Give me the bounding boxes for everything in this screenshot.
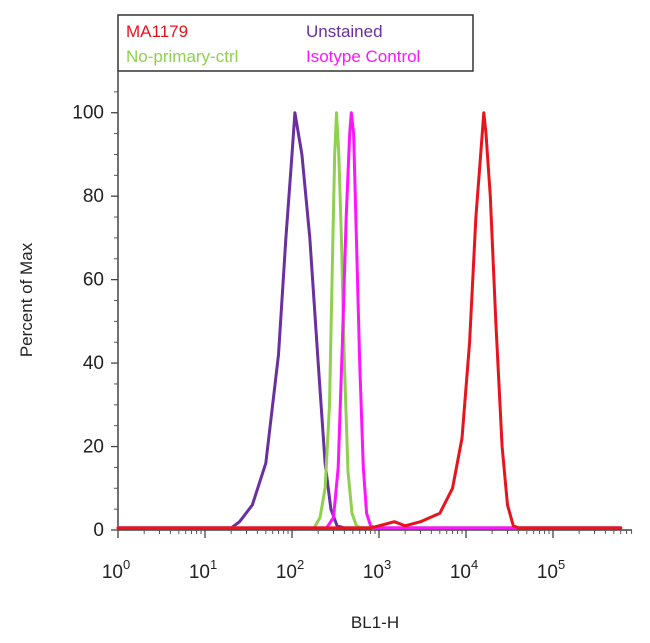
- y-tick-label: 80: [83, 186, 104, 207]
- x-tick-label: 103: [363, 557, 391, 583]
- y-tick-label: 20: [83, 437, 104, 458]
- x-tick-label: 102: [276, 557, 304, 583]
- y-axis-label: Percent of Max: [17, 242, 36, 357]
- series-line-unstained: [116, 111, 623, 530]
- x-tick-label: 100: [102, 557, 130, 583]
- y-tick-label: 60: [83, 270, 104, 291]
- y-axis-ticks: 0 20 40 60 80 100: [72, 91, 118, 541]
- series-layer: [116, 111, 623, 530]
- x-axis-ticks: 100 101 102 103 104 105: [102, 530, 633, 583]
- series-line-no-primary-ctrl: [116, 111, 623, 530]
- legend: MA1179 Unstained No-primary-ctrl Isotype…: [117, 14, 474, 72]
- series-line-ma1179: [116, 111, 623, 530]
- legend-item-isotype-control: Isotype Control: [306, 47, 420, 66]
- legend-item-no-primary-ctrl: No-primary-ctrl: [126, 47, 238, 66]
- x-axis-label: BL1-H: [351, 613, 399, 632]
- legend-item-unstained: Unstained: [306, 22, 383, 41]
- plot-frame: [117, 71, 632, 531]
- x-tick-label: 104: [450, 557, 478, 583]
- y-tick-label: 100: [72, 103, 104, 124]
- series-line-isotype-control: [116, 111, 623, 530]
- y-tick-label: 0: [93, 520, 104, 541]
- x-tick-label: 105: [537, 557, 565, 583]
- y-tick-label: 40: [83, 353, 104, 374]
- legend-item-ma1179: MA1179: [126, 22, 188, 41]
- x-tick-label: 101: [189, 557, 217, 583]
